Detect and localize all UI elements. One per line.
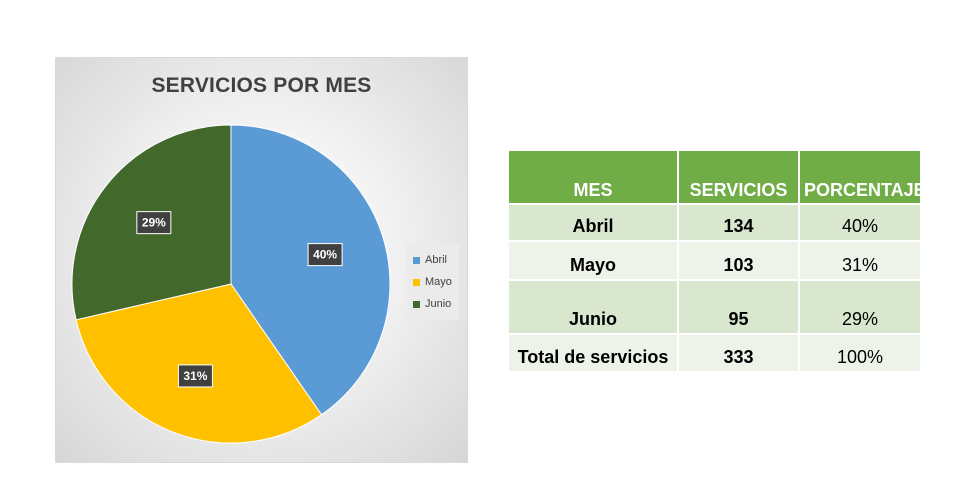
cell-mes: Abril [507,203,679,242]
table-row: Junio 95 29% [507,279,922,335]
legend-item-abril: Abril [413,253,447,267]
table-header-row: MES SERVICIOS PORCENTAJE [507,149,926,205]
table-row: Abril 134 40% [507,203,922,242]
cell-servicios: 134 [677,203,800,242]
cell-servicios: 333 [677,333,800,373]
data-label-mayo: 31% [177,364,213,388]
header-servicios: SERVICIOS [677,149,800,205]
chart-legend: Abril Mayo Junio [407,244,459,320]
chart-title: SERVICIOS POR MES [151,74,372,97]
cell-porcentaje: 40% [798,203,922,242]
header-mes: MES [507,149,679,205]
legend-swatch-junio [413,300,420,308]
legend-label-mayo: Mayo [425,276,452,288]
cell-servicios: 95 [677,279,800,335]
table-row: Mayo 103 31% [507,240,922,281]
data-label-abril: 40% [307,243,343,267]
cell-porcentaje: 31% [798,240,922,281]
data-label-junio: 29% [136,211,172,235]
cell-mes: Junio [507,279,679,335]
cell-servicios: 103 [677,240,800,281]
legend-label-junio: Junio [425,298,452,310]
legend-swatch-abril [413,256,420,264]
data-label-text: 31% [183,369,207,383]
table-row-total: Total de servicios 333 100% [507,333,922,373]
pie-chart-svg: 40% 31% 29% [71,124,391,444]
cell-mes: Mayo [507,240,679,281]
cell-porcentaje: 100% [798,333,922,373]
legend-swatch-mayo [413,278,420,286]
data-label-text: 40% [313,248,337,262]
data-label-text: 29% [142,216,166,230]
pie-slice-mayo [75,283,323,444]
cell-porcentaje: 29% [798,279,922,335]
pie-slice-abril [230,124,391,416]
legend-item-mayo: Mayo [413,275,452,289]
legend-item-junio: Junio [413,297,451,311]
cell-mes: Total de servicios [507,333,679,373]
pie-chart: SERVICIOS POR MES 40% 31% 29% Abril Mayo J… [55,57,468,463]
legend-label-abril: Abril [425,254,448,266]
services-table: MES SERVICIOS PORCENTAJE Abril 134 40% M… [507,149,926,373]
header-porcentaje: PORCENTAJE [798,149,926,205]
